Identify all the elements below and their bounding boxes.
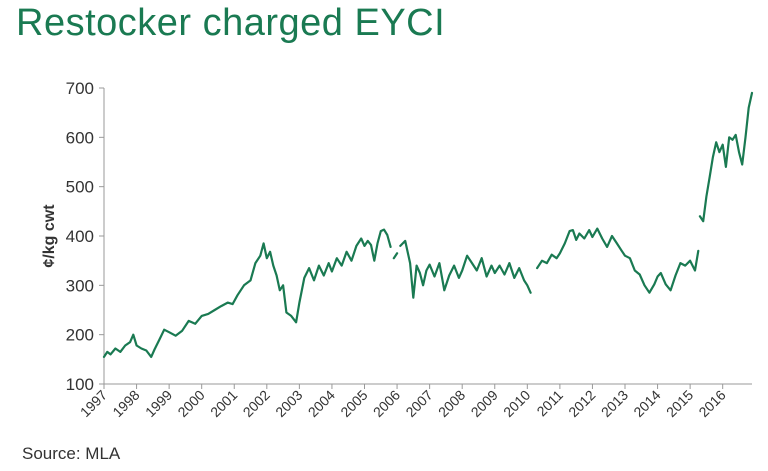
x-tick-label: 1998 xyxy=(109,387,142,420)
x-tick-label: 2006 xyxy=(370,387,403,420)
y-tick-label: 300 xyxy=(66,276,94,295)
x-tick-label: 2012 xyxy=(565,387,598,420)
x-tick-label: 2007 xyxy=(402,387,435,420)
y-tick-label: 600 xyxy=(66,128,94,147)
x-tick-label: 2014 xyxy=(630,387,663,420)
eyci-series-line xyxy=(102,228,392,358)
y-tick-label: 100 xyxy=(66,375,94,394)
x-tick-label: 2009 xyxy=(468,387,501,420)
y-tick-label: 400 xyxy=(66,227,94,246)
x-tick-label: 2001 xyxy=(207,387,240,420)
x-tick-label: 2011 xyxy=(533,387,566,420)
x-tick-label: 2013 xyxy=(598,387,631,420)
y-tick-label: 500 xyxy=(66,178,94,197)
eyci-series-line xyxy=(698,91,754,223)
x-tick-label: 2002 xyxy=(240,387,273,420)
x-tick-label: 2004 xyxy=(305,387,338,420)
x-tick-label: 2005 xyxy=(337,387,370,420)
y-tick-label: 700 xyxy=(66,79,94,98)
eyci-series-line xyxy=(399,239,532,299)
x-tick-label: 2015 xyxy=(663,387,696,420)
x-tick-label: 2008 xyxy=(435,387,468,420)
eyci-series-line xyxy=(392,252,399,260)
eyci-series-line xyxy=(536,227,700,294)
source-note: Source: MLA xyxy=(22,444,121,463)
x-tick-label: 2003 xyxy=(272,387,305,420)
x-tick-label: 1999 xyxy=(142,387,175,420)
y-axis-label: ¢/kg cwt xyxy=(41,204,58,268)
x-tick-label: 2016 xyxy=(695,387,728,420)
x-tick-label: 2010 xyxy=(500,387,533,420)
chart-title: Restocker charged EYCI xyxy=(16,2,446,44)
x-tick-label: 2000 xyxy=(174,387,207,420)
y-tick-label: 200 xyxy=(66,326,94,345)
